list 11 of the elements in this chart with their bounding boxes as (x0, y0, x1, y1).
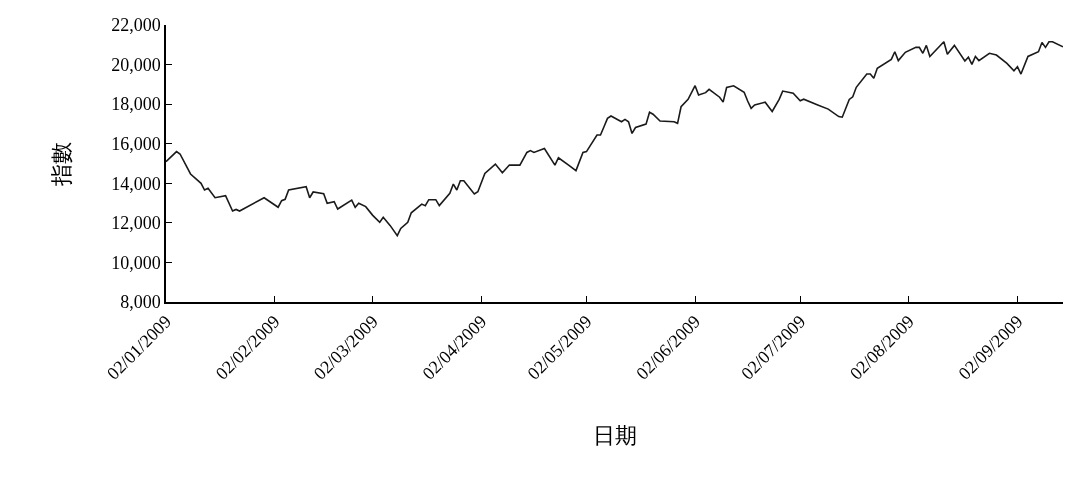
x-axis-title: 日期 (592, 422, 637, 448)
y-tick-label: 8,000 (120, 292, 161, 313)
y-tick-label: 10,000 (111, 252, 161, 273)
y-tick-label: 20,000 (111, 54, 161, 75)
line-series (166, 41, 1063, 237)
y-tick-label: 22,000 (111, 15, 161, 36)
y-axis-title: 指數 (49, 141, 75, 187)
y-tick-label: 18,000 (111, 94, 161, 115)
y-tick-label: 16,000 (111, 134, 161, 155)
y-tick-label: 12,000 (111, 213, 161, 234)
y-tick-label: 14,000 (111, 173, 161, 194)
